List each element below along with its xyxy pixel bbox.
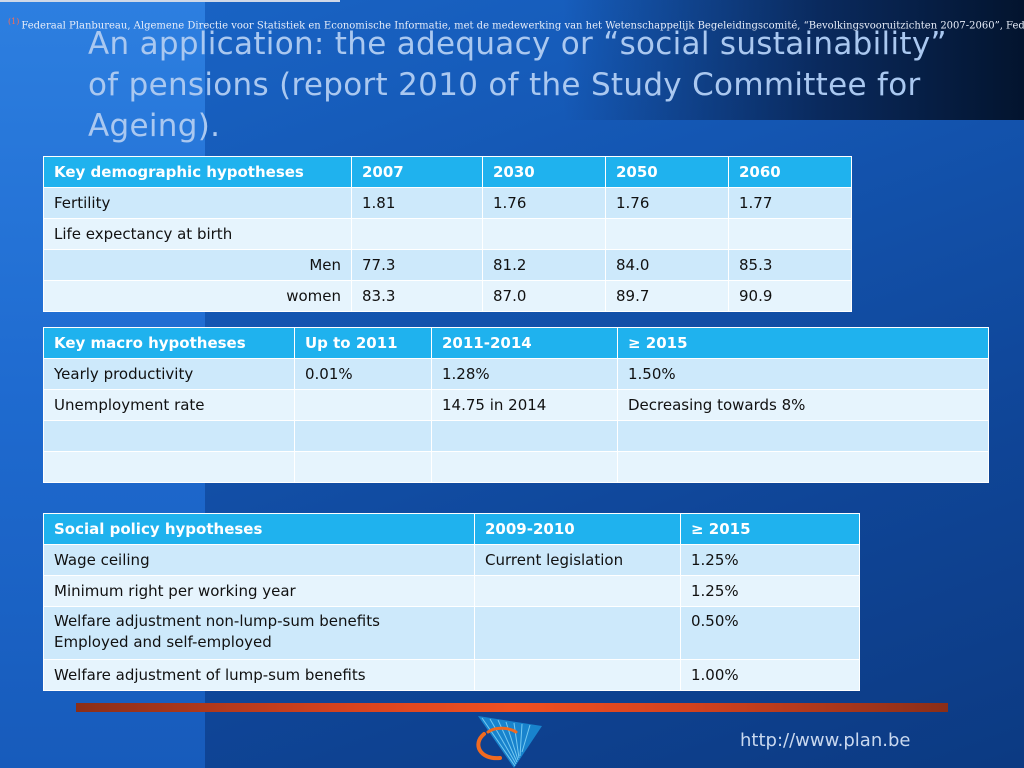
table-cell bbox=[431, 420, 618, 452]
table-cell: 84.0 bbox=[605, 249, 729, 281]
table-row: women 83.3 87.0 89.7 90.9 bbox=[43, 280, 852, 312]
table-cell: Welfare adjustment non-lump-sum benefits… bbox=[43, 606, 475, 660]
footer-accent-bar bbox=[76, 703, 948, 712]
table-cell bbox=[482, 218, 606, 250]
cell-line: Employed and self-employed bbox=[54, 633, 272, 651]
table-cell bbox=[294, 420, 432, 452]
table-cell: Life expectancy at birth bbox=[43, 218, 352, 250]
macro-hypotheses-table: Key macro hypotheses Up to 2011 2011-201… bbox=[43, 327, 989, 483]
table-cell: 0.50% bbox=[680, 606, 860, 660]
table-cell: 90.9 bbox=[728, 280, 852, 312]
header-cell: ≥ 2015 bbox=[617, 327, 989, 359]
table-cell bbox=[617, 451, 989, 483]
table-row: Wage ceiling Current legislation 1.25% bbox=[43, 544, 860, 576]
table-cell: Yearly productivity bbox=[43, 358, 295, 390]
table-row: Unemployment rate 14.75 in 2014 Decreasi… bbox=[43, 389, 989, 421]
table-row: Welfare adjustment of lump-sum benefits … bbox=[43, 659, 860, 691]
table-row bbox=[43, 451, 989, 483]
header-cell: Key demographic hypotheses bbox=[43, 156, 352, 188]
table-cell: 1.50% bbox=[617, 358, 989, 390]
table-header-row: Key demographic hypotheses 2007 2030 205… bbox=[43, 156, 852, 188]
table-cell: 87.0 bbox=[482, 280, 606, 312]
table-cell: 1.77 bbox=[728, 187, 852, 219]
table-row: Minimum right per working year 1.25% bbox=[43, 575, 860, 607]
table-cell: 1.76 bbox=[482, 187, 606, 219]
table-cell: 89.7 bbox=[605, 280, 729, 312]
table-cell: Decreasing towards 8% bbox=[617, 389, 989, 421]
table-cell: 1.25% bbox=[680, 544, 860, 576]
table-cell: women bbox=[43, 280, 352, 312]
table-cell: 85.3 bbox=[728, 249, 852, 281]
cell-line: Welfare adjustment non-lump-sum benefits bbox=[54, 612, 380, 630]
table-cell: 1.81 bbox=[351, 187, 483, 219]
header-cell: Social policy hypotheses bbox=[43, 513, 475, 545]
header-cell: Up to 2011 bbox=[294, 327, 432, 359]
table-row: Men 77.3 81.2 84.0 85.3 bbox=[43, 249, 852, 281]
table-row: Welfare adjustment non-lump-sum benefits… bbox=[43, 606, 860, 660]
table-cell bbox=[431, 451, 618, 483]
table-row: Fertility 1.81 1.76 1.76 1.77 bbox=[43, 187, 852, 219]
table-row bbox=[43, 420, 989, 452]
header-dark-gradient bbox=[0, 0, 1024, 120]
social-policy-hypotheses-table: Social policy hypotheses 2009-2010 ≥ 201… bbox=[43, 513, 860, 691]
website-url: http://www.plan.be bbox=[740, 730, 911, 751]
table-header-row: Key macro hypotheses Up to 2011 2011-201… bbox=[43, 327, 989, 359]
footnote-text: Federaal Planbureau, Algemene Directie v… bbox=[21, 20, 1024, 32]
table-cell bbox=[605, 218, 729, 250]
header-cell: 2009-2010 bbox=[474, 513, 681, 545]
table-cell bbox=[351, 218, 483, 250]
slide-title: An application: the adequacy or “social … bbox=[88, 26, 947, 144]
header-cell: 2011-2014 bbox=[431, 327, 618, 359]
table-cell: Minimum right per working year bbox=[43, 575, 475, 607]
table-cell bbox=[474, 575, 681, 607]
table-cell: 83.3 bbox=[351, 280, 483, 312]
table-cell bbox=[294, 389, 432, 421]
table-cell: 14.75 in 2014 bbox=[431, 389, 618, 421]
footnote-marker-icon: (1) bbox=[8, 17, 20, 26]
table-cell bbox=[474, 606, 681, 660]
plan-logo-icon bbox=[476, 716, 542, 768]
table-cell: Wage ceiling bbox=[43, 544, 475, 576]
table-cell: 77.3 bbox=[351, 249, 483, 281]
table-cell bbox=[474, 659, 681, 691]
table-cell: Current legislation bbox=[474, 544, 681, 576]
table-cell: Unemployment rate bbox=[43, 389, 295, 421]
table-header-row: Social policy hypotheses 2009-2010 ≥ 201… bbox=[43, 513, 860, 545]
table-row: Life expectancy at birth bbox=[43, 218, 852, 250]
table-cell: Fertility bbox=[43, 187, 352, 219]
table-cell bbox=[728, 218, 852, 250]
demographic-hypotheses-table: Key demographic hypotheses 2007 2030 205… bbox=[43, 156, 852, 312]
table-cell bbox=[294, 451, 432, 483]
table-cell: 0.01% bbox=[294, 358, 432, 390]
header-cell: 2050 bbox=[605, 156, 729, 188]
table-cell bbox=[43, 420, 295, 452]
table-cell: Welfare adjustment of lump-sum benefits bbox=[43, 659, 475, 691]
header-cell: Key macro hypotheses bbox=[43, 327, 295, 359]
table-cell bbox=[43, 451, 295, 483]
header-cell: 2030 bbox=[482, 156, 606, 188]
footnote: (1) Federaal Planbureau, Algemene Directi… bbox=[8, 17, 1024, 33]
table-cell bbox=[617, 420, 989, 452]
header-cell: ≥ 2015 bbox=[680, 513, 860, 545]
top-divider-line bbox=[0, 0, 340, 2]
table-cell: 1.25% bbox=[680, 575, 860, 607]
table-cell: 1.00% bbox=[680, 659, 860, 691]
table-cell: 1.28% bbox=[431, 358, 618, 390]
table-cell: Men bbox=[43, 249, 352, 281]
table-cell: 81.2 bbox=[482, 249, 606, 281]
header-cell: 2060 bbox=[728, 156, 852, 188]
header-cell: 2007 bbox=[351, 156, 483, 188]
table-row: Yearly productivity 0.01% 1.28% 1.50% bbox=[43, 358, 989, 390]
table-cell: 1.76 bbox=[605, 187, 729, 219]
